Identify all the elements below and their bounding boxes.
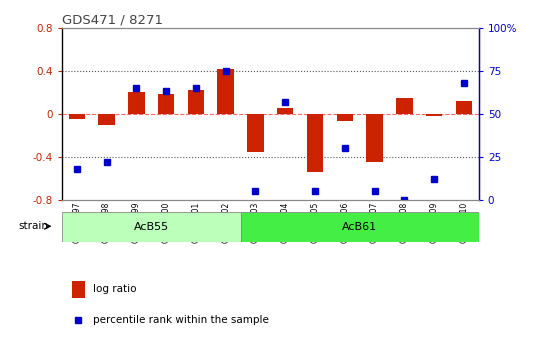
Bar: [62, 212, 240, 241]
Bar: [307, 114, 323, 172]
Bar: [158, 95, 174, 114]
Text: strain: strain: [18, 221, 48, 231]
Bar: [396, 98, 413, 114]
Bar: [98, 114, 115, 125]
Bar: [240, 212, 479, 241]
Text: percentile rank within the sample: percentile rank within the sample: [93, 315, 268, 325]
Bar: [247, 114, 264, 151]
Bar: [68, 114, 85, 119]
Bar: [456, 101, 472, 114]
Bar: [217, 69, 234, 114]
Text: AcB55: AcB55: [133, 222, 169, 232]
Text: GDS471 / 8271: GDS471 / 8271: [62, 13, 163, 27]
Bar: [72, 281, 85, 297]
Bar: [337, 114, 353, 121]
Bar: [366, 114, 383, 162]
Bar: [188, 90, 204, 114]
Bar: [277, 108, 293, 114]
Bar: [426, 114, 442, 116]
Text: AcB61: AcB61: [342, 222, 377, 232]
Text: log ratio: log ratio: [93, 284, 136, 294]
Bar: [128, 92, 145, 114]
